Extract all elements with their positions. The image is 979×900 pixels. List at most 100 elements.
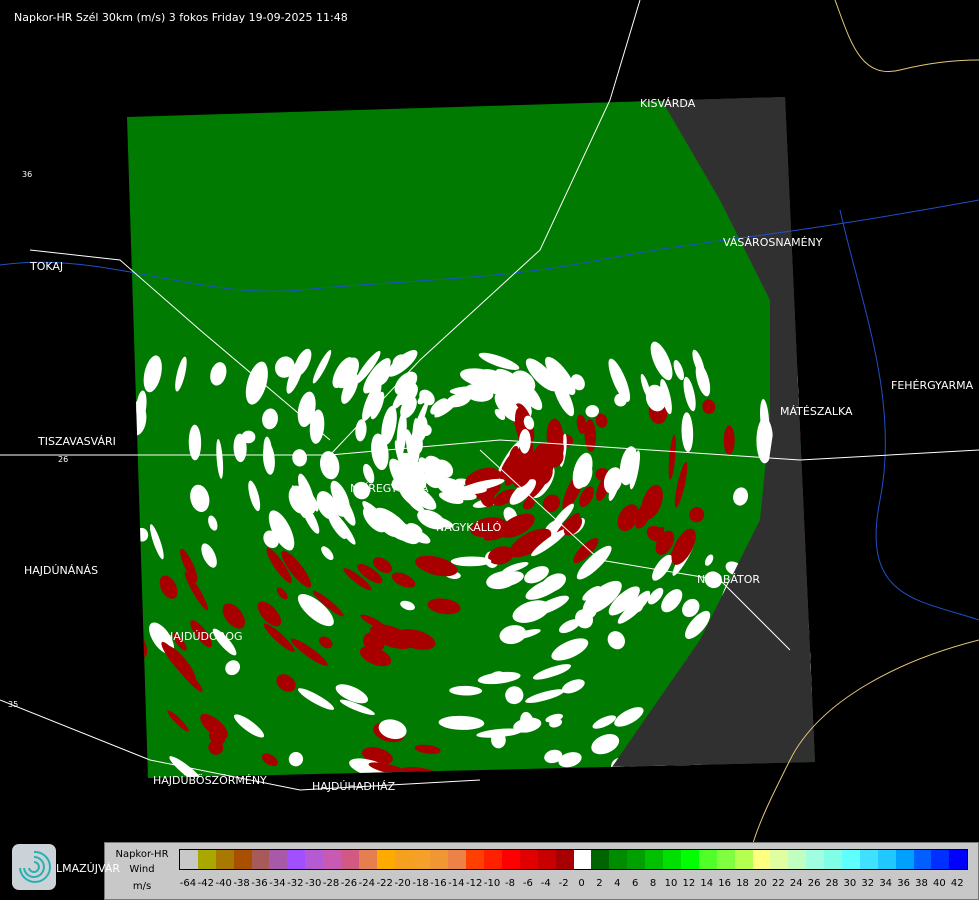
radar-echo	[233, 714, 265, 738]
radar-echo	[650, 341, 673, 381]
radar-echo	[811, 541, 815, 560]
radar-echo	[417, 509, 446, 530]
radar-echo	[357, 563, 383, 584]
radar-echo	[621, 821, 658, 844]
radar-echo	[208, 515, 218, 531]
radar-echo	[434, 399, 458, 418]
tick-label: -16	[430, 878, 447, 889]
tick-label: -40	[215, 878, 232, 889]
radar-echo	[169, 756, 206, 778]
radar-echo	[525, 689, 565, 703]
radar-echo	[445, 716, 476, 729]
city-label: HAJDÚHADHÁZ	[312, 780, 396, 793]
radar-echo	[709, 767, 724, 778]
radar-echo	[175, 356, 187, 392]
legend-variable: Wind	[129, 864, 155, 875]
radar-echo	[165, 645, 197, 682]
radar-echo	[430, 398, 448, 415]
radar-echo	[832, 447, 844, 473]
radar-echo	[297, 391, 316, 427]
legend-swatch	[698, 850, 717, 869]
color-scale	[179, 849, 969, 870]
border	[834, 0, 979, 72]
radar-echo	[414, 744, 441, 754]
legend-swatch	[233, 850, 252, 869]
radar-echo	[180, 548, 198, 582]
radar-echo	[321, 546, 334, 561]
legend-swatch	[716, 850, 735, 869]
legend-swatch	[376, 850, 395, 869]
radar-echo	[499, 513, 535, 538]
radar-echo	[655, 530, 675, 555]
legend-swatch	[680, 850, 699, 869]
road	[0, 699, 481, 791]
radar-echo	[889, 430, 905, 450]
river	[839, 209, 979, 621]
radar-echo	[493, 571, 524, 587]
city-label: KISVÁRDA	[640, 97, 696, 110]
tick-label: -42	[197, 878, 214, 889]
radar-echo	[695, 363, 711, 397]
radar-echo	[405, 429, 418, 473]
radar-echo	[200, 713, 228, 739]
radar-echo	[363, 463, 375, 484]
legend-swatch	[627, 850, 646, 869]
radar-echo	[266, 547, 292, 584]
radar-echo	[756, 417, 773, 464]
tick-label: -36	[251, 878, 268, 889]
radar-echo	[328, 514, 347, 540]
radar-echo	[541, 573, 566, 593]
radar-echo	[835, 474, 856, 489]
radar-echo	[368, 511, 381, 524]
radar-echo	[212, 628, 237, 656]
radar-echo	[149, 524, 164, 560]
radar-echo	[184, 571, 208, 611]
tick-label: -64	[179, 878, 197, 889]
radar-echo	[867, 354, 882, 374]
city-label: TISZAVASVÁRI	[38, 435, 116, 448]
radar-echo	[40, 348, 55, 387]
tick-label: -18	[412, 878, 429, 889]
legend-swatch	[591, 850, 610, 869]
radar-echo	[159, 575, 178, 599]
tick-label: 26	[807, 878, 821, 889]
radar-echo	[477, 671, 521, 685]
radar-echo	[281, 550, 312, 588]
radar-echo	[466, 773, 507, 778]
tick-label: -34	[269, 878, 286, 889]
tick-label: -20	[394, 878, 411, 889]
swirl-icon	[19, 850, 51, 883]
legend-swatch	[859, 850, 878, 869]
radar-echo	[820, 417, 834, 435]
radar-echo	[523, 415, 535, 430]
radar-echo	[531, 595, 569, 616]
radar-echo	[545, 713, 563, 723]
road-number: 36	[22, 170, 33, 179]
radar-echo	[524, 566, 549, 584]
tick-label: 2	[596, 878, 603, 889]
radar-echo	[512, 466, 532, 488]
radar-echo	[201, 543, 217, 568]
tick-label: 40	[932, 878, 946, 889]
radar-echo	[343, 568, 372, 591]
legend-swatch	[788, 850, 807, 869]
radar-echo	[290, 638, 328, 666]
radar-echo	[359, 646, 392, 667]
radar-echo	[671, 528, 696, 565]
legend-swatch	[180, 850, 198, 869]
radar-echo	[400, 600, 415, 611]
radar-echo	[476, 728, 523, 738]
radar-echo	[110, 382, 124, 408]
radar-echo	[341, 373, 359, 404]
radar-echo	[558, 752, 582, 768]
tick-label: -38	[233, 878, 250, 889]
radar-echo	[261, 753, 278, 767]
radar-echo	[480, 488, 495, 507]
radar-echo	[355, 350, 381, 384]
radar-echo	[249, 794, 280, 823]
city-label: VÁSÁROSNAMÉNY	[723, 236, 823, 249]
radar-echo	[595, 413, 608, 428]
radar-echo	[437, 481, 458, 496]
legend-swatch	[752, 850, 771, 869]
